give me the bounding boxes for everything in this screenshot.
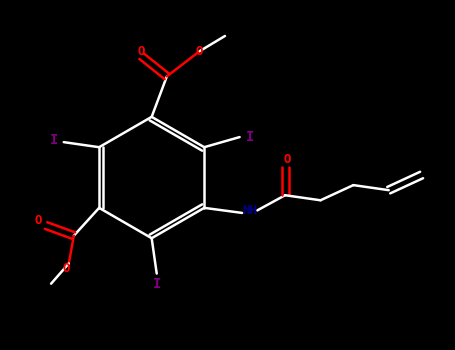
Text: O: O — [138, 45, 145, 58]
Text: O: O — [62, 262, 70, 275]
Text: O: O — [284, 153, 291, 166]
Text: O: O — [35, 214, 42, 227]
Text: NH: NH — [242, 204, 257, 217]
Text: I: I — [50, 133, 58, 147]
Text: I: I — [152, 277, 161, 291]
Text: O: O — [196, 45, 203, 58]
Text: I: I — [246, 130, 254, 144]
